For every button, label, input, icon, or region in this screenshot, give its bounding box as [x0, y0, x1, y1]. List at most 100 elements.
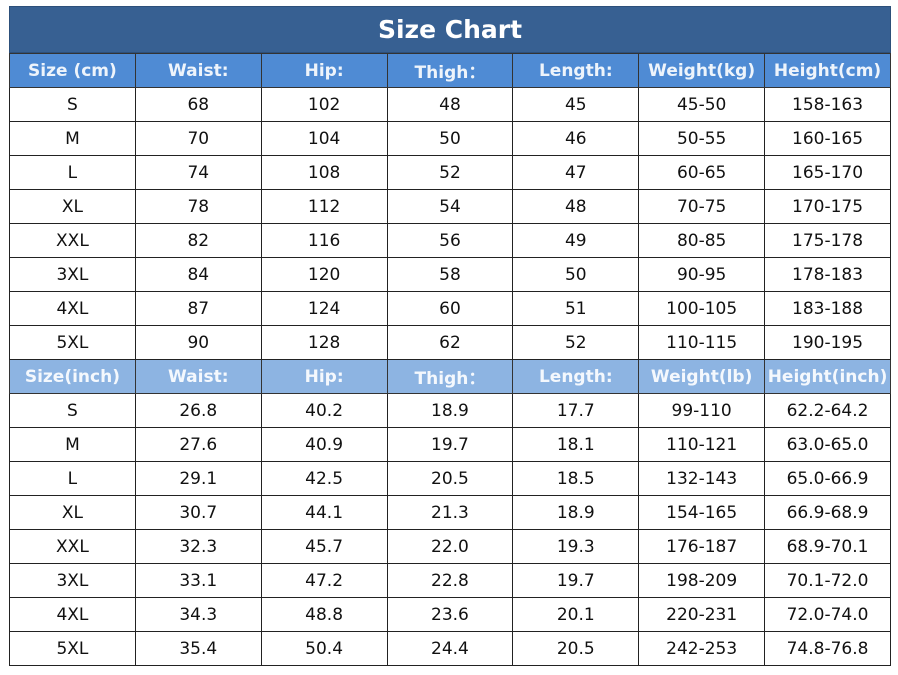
value-cell: 40.9 [260, 427, 388, 462]
value-cell: 132-143 [638, 461, 766, 496]
value-cell: 27.6 [134, 427, 262, 462]
column-header: Waist: [134, 359, 262, 394]
value-cell: 19.3 [512, 529, 640, 564]
value-cell: 110-121 [638, 427, 766, 462]
value-cell: 62.2-64.2 [764, 393, 891, 428]
value-cell: 20.1 [512, 597, 640, 632]
inch_table-header-row: Size(inch) Waist: Hip: Thigh： Length: Weight(… [9, 359, 891, 394]
value-cell: 54 [386, 189, 514, 224]
size-label-cell: S [9, 393, 136, 428]
table-row: 3XL 33.1 47.2 22.8 19.7 198-209 70.1-72.0 [9, 563, 891, 598]
value-cell: 84 [134, 257, 262, 292]
size-label-cell: 4XL [9, 291, 136, 326]
column-header: Weight(kg) [638, 53, 766, 88]
table-row: 5XL 90 128 62 52 110-115 190-195 [9, 325, 891, 360]
value-cell: 160-165 [764, 121, 891, 156]
value-cell: 45.7 [260, 529, 388, 564]
value-cell: 51 [512, 291, 640, 326]
table-row: S 68 102 48 45 45-50 158-163 [9, 87, 891, 122]
value-cell: 104 [260, 121, 388, 156]
value-cell: 90-95 [638, 257, 766, 292]
column-header: Hip: [260, 53, 388, 88]
value-cell: 24.4 [386, 631, 514, 666]
value-cell: 63.0-65.0 [764, 427, 891, 462]
value-cell: 26.8 [134, 393, 262, 428]
value-cell: 154-165 [638, 495, 766, 530]
value-cell: 45 [512, 87, 640, 122]
value-cell: 58 [386, 257, 514, 292]
value-cell: 48 [386, 87, 514, 122]
column-header: Length: [512, 359, 640, 394]
value-cell: 48.8 [260, 597, 388, 632]
value-cell: 198-209 [638, 563, 766, 598]
cm_table-header-row: Size (cm) Waist: Hip: Thigh： Length: Weight(k… [9, 53, 891, 88]
size-table: Size (cm) Waist: Hip: Thigh： Length: Weight(k… [9, 53, 891, 666]
size-label-cell: 5XL [9, 325, 136, 360]
value-cell: 19.7 [386, 427, 514, 462]
value-cell: 52 [512, 325, 640, 360]
value-cell: 21.3 [386, 495, 514, 530]
size-label-cell: 5XL [9, 631, 136, 666]
table-row: L 29.1 42.5 20.5 18.5 132-143 65.0-66.9 [9, 461, 891, 496]
value-cell: 66.9-68.9 [764, 495, 891, 530]
value-cell: 33.1 [134, 563, 262, 598]
value-cell: 18.1 [512, 427, 640, 462]
size-label-cell: S [9, 87, 136, 122]
value-cell: 22.0 [386, 529, 514, 564]
value-cell: 62 [386, 325, 514, 360]
value-cell: 99-110 [638, 393, 766, 428]
value-cell: 32.3 [134, 529, 262, 564]
column-header: Waist: [134, 53, 262, 88]
value-cell: 78 [134, 189, 262, 224]
value-cell: 190-195 [764, 325, 891, 360]
table-row: M 70 104 50 46 50-55 160-165 [9, 121, 891, 156]
column-header: Size(inch) [9, 359, 136, 394]
value-cell: 175-178 [764, 223, 891, 258]
chart-title: Size Chart [9, 6, 891, 53]
column-header: Weight(lb) [638, 359, 766, 394]
value-cell: 18.9 [386, 393, 514, 428]
value-cell: 23.6 [386, 597, 514, 632]
value-cell: 108 [260, 155, 388, 190]
value-cell: 20.5 [512, 631, 640, 666]
value-cell: 82 [134, 223, 262, 258]
value-cell: 47.2 [260, 563, 388, 598]
table-row: S 26.8 40.2 18.9 17.7 99-110 62.2-64.2 [9, 393, 891, 428]
value-cell: 242-253 [638, 631, 766, 666]
value-cell: 120 [260, 257, 388, 292]
value-cell: 42.5 [260, 461, 388, 496]
size-label-cell: M [9, 121, 136, 156]
table-row: 5XL 35.4 50.4 24.4 20.5 242-253 74.8-76.8 [9, 631, 891, 666]
value-cell: 50 [386, 121, 514, 156]
value-cell: 40.2 [260, 393, 388, 428]
value-cell: 44.1 [260, 495, 388, 530]
size-label-cell: L [9, 155, 136, 190]
value-cell: 80-85 [638, 223, 766, 258]
value-cell: 60 [386, 291, 514, 326]
value-cell: 102 [260, 87, 388, 122]
value-cell: 17.7 [512, 393, 640, 428]
table-row: 4XL 34.3 48.8 23.6 20.1 220-231 72.0-74.0 [9, 597, 891, 632]
value-cell: 45-50 [638, 87, 766, 122]
size-label-cell: XXL [9, 223, 136, 258]
value-cell: 178-183 [764, 257, 891, 292]
value-cell: 30.7 [134, 495, 262, 530]
value-cell: 220-231 [638, 597, 766, 632]
value-cell: 60-65 [638, 155, 766, 190]
value-cell: 116 [260, 223, 388, 258]
column-header: Height(cm) [764, 53, 891, 88]
size-chart: Size Chart Size (cm) Waist: Hip: Thigh： Leng… [9, 6, 891, 666]
value-cell: 29.1 [134, 461, 262, 496]
value-cell: 100-105 [638, 291, 766, 326]
size-label-cell: M [9, 427, 136, 462]
value-cell: 20.5 [386, 461, 514, 496]
value-cell: 35.4 [134, 631, 262, 666]
table-row: XL 78 112 54 48 70-75 170-175 [9, 189, 891, 224]
value-cell: 47 [512, 155, 640, 190]
value-cell: 56 [386, 223, 514, 258]
value-cell: 70.1-72.0 [764, 563, 891, 598]
table-row: XXL 32.3 45.7 22.0 19.3 176-187 68.9-70.1 [9, 529, 891, 564]
column-header: Hip: [260, 359, 388, 394]
value-cell: 110-115 [638, 325, 766, 360]
column-header: Size (cm) [9, 53, 136, 88]
